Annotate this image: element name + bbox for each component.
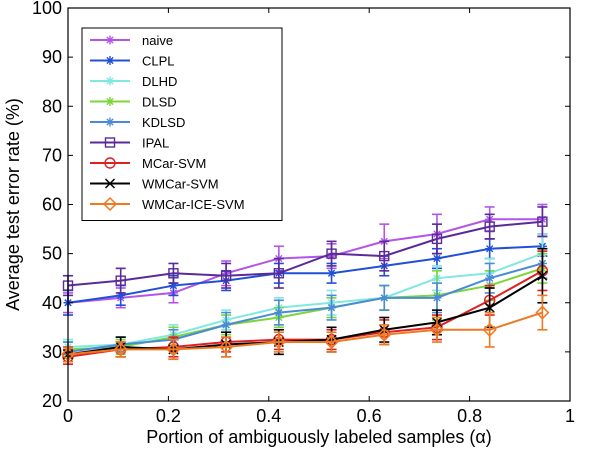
data-point xyxy=(431,233,443,245)
data-point xyxy=(221,320,231,330)
error-bar xyxy=(168,262,179,284)
y-tick-label: 50 xyxy=(42,244,62,264)
legend-label: WMCar-ICE-SVM xyxy=(142,197,245,212)
x-tick-label: 0.4 xyxy=(256,406,281,426)
data-point xyxy=(482,322,497,337)
legend-label: KDLSD xyxy=(142,115,185,130)
y-tick-label: 60 xyxy=(42,195,62,215)
legend-label: MCar-SVM xyxy=(142,156,206,171)
y-tick-label: 90 xyxy=(42,47,62,67)
error-bar xyxy=(379,240,390,272)
legend-entry: MCar-SVM xyxy=(90,156,206,171)
data-point xyxy=(537,216,548,227)
series-line xyxy=(67,262,543,353)
legend-entry: WMCar-ICE-SVM xyxy=(90,196,245,212)
data-point xyxy=(324,334,339,350)
legend-label: DLHD xyxy=(142,74,177,89)
data-point xyxy=(326,248,337,259)
data-point xyxy=(485,244,495,254)
data-point xyxy=(220,270,232,281)
legend-label: DLSD xyxy=(142,95,177,110)
data-point xyxy=(113,342,128,357)
data-point xyxy=(484,221,495,232)
series-group xyxy=(60,203,550,365)
error-bar xyxy=(484,213,495,240)
x-tick-label: 0.6 xyxy=(357,406,382,426)
data-point xyxy=(271,334,286,350)
legend: naive CLPL DLHD DLSD KDLSD IPAL MCar-SVM WMCar-… xyxy=(81,27,283,221)
data-point xyxy=(429,322,445,337)
error-bar xyxy=(326,240,337,267)
y-tick-label: 40 xyxy=(42,293,62,313)
legend-marker xyxy=(105,97,115,106)
x-tick-label: 1 xyxy=(565,406,575,426)
legend-label: WMCar-SVM xyxy=(142,177,219,192)
legend-marker xyxy=(105,56,115,65)
legend-entry: CLPL xyxy=(90,54,175,69)
data-point xyxy=(273,268,285,279)
y-tick-label: 20 xyxy=(42,391,62,411)
x-tick-label: 0 xyxy=(63,406,73,426)
error-bar xyxy=(273,257,284,289)
y-axis-label: Average test error rate (%) xyxy=(3,98,23,311)
legend-marker xyxy=(105,76,115,86)
legend-marker xyxy=(104,178,116,189)
y-tick-label: 30 xyxy=(42,342,62,362)
data-point xyxy=(484,302,495,313)
legend-entry: WMCar-SVM xyxy=(90,177,219,192)
axis-ticks: 0 0.2 0.4 0.6 0.8 1 20 30 40 50 60 70 80 90 100 xyxy=(32,0,575,426)
data-point xyxy=(327,303,337,313)
series-line xyxy=(67,252,543,348)
legend-marker xyxy=(102,196,118,212)
error-bar xyxy=(431,223,442,255)
legend-marker xyxy=(104,137,116,148)
legend-entry: IPAL xyxy=(90,136,169,151)
y-tick-label: 70 xyxy=(42,145,62,165)
data-point xyxy=(327,268,337,278)
series-line xyxy=(67,245,543,304)
series-ipal xyxy=(62,206,548,297)
data-point xyxy=(537,270,548,281)
error-bar xyxy=(431,316,442,343)
legend-label: CLPL xyxy=(142,54,175,69)
legend-entry: naive xyxy=(90,33,173,48)
error-bar xyxy=(115,341,126,358)
data-point xyxy=(535,305,550,320)
data-point xyxy=(432,293,442,303)
x-tick-label: 0.2 xyxy=(156,406,181,426)
y-tick-label: 100 xyxy=(32,0,62,18)
series-line xyxy=(67,274,543,356)
legend-entry: KDLSD xyxy=(90,115,185,130)
data-point xyxy=(485,273,495,283)
series-line xyxy=(67,311,543,356)
legend-marker xyxy=(105,35,115,45)
error-bar xyxy=(537,294,548,331)
error-bar xyxy=(484,311,495,348)
data-point xyxy=(432,254,442,264)
legend-entry: DLSD xyxy=(90,95,177,110)
data-point xyxy=(168,268,179,279)
data-point xyxy=(274,308,284,318)
y-tick-label: 80 xyxy=(42,96,62,116)
series-line xyxy=(67,218,543,304)
data-point xyxy=(379,293,389,303)
legend-marker xyxy=(105,117,115,127)
legend-marker xyxy=(104,157,116,169)
legend-entry: DLHD xyxy=(90,74,177,89)
error-bar xyxy=(537,206,548,238)
error-bar xyxy=(115,267,126,294)
series-clpl xyxy=(63,235,548,316)
legend-label: IPAL xyxy=(142,136,169,151)
x-tick-label: 0.8 xyxy=(457,406,482,426)
data-point xyxy=(115,275,126,286)
series-line xyxy=(67,220,543,287)
data-point xyxy=(379,250,390,262)
error-bar xyxy=(221,262,232,289)
data-point xyxy=(166,342,181,357)
legend-label: naive xyxy=(142,33,173,48)
x-axis-label: Portion of ambiguously labeled samples (… xyxy=(146,427,492,447)
data-point xyxy=(377,327,392,342)
data-point xyxy=(219,339,234,355)
